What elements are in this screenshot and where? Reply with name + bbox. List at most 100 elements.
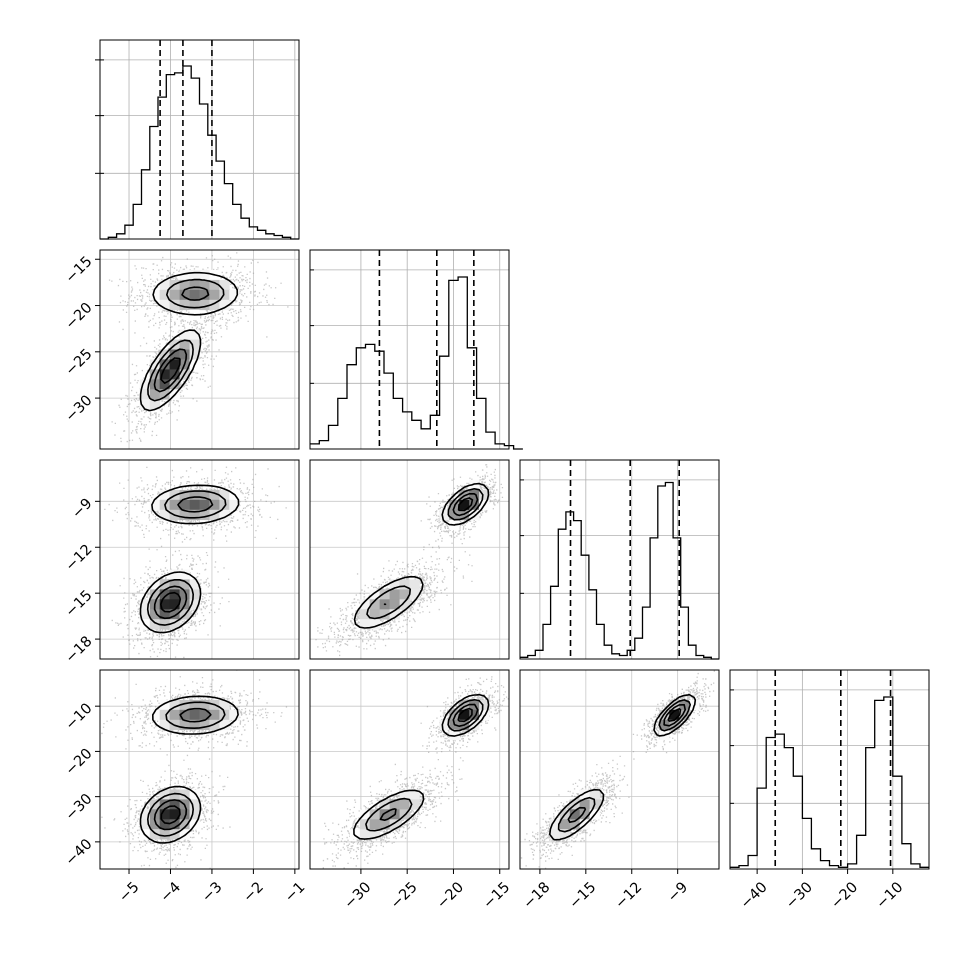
histogram-step-0	[100, 65, 299, 240]
density-cell	[169, 609, 180, 620]
density-cell	[179, 329, 190, 340]
density-cell	[359, 819, 371, 830]
y-tick-label: −20	[63, 746, 96, 779]
density-cell	[199, 509, 210, 521]
histogram-step-3	[730, 696, 929, 868]
density-cell	[219, 299, 230, 311]
density-cell	[149, 499, 161, 511]
density-cell	[219, 279, 230, 291]
density-cell	[219, 699, 230, 711]
density-cell	[159, 489, 170, 501]
y-tick-label: −40	[63, 836, 96, 869]
density-cell	[159, 799, 170, 810]
density-cell	[389, 589, 400, 600]
contour-line	[147, 278, 225, 402]
density-cell	[389, 599, 400, 610]
density-cell	[179, 809, 190, 820]
density-cell	[549, 819, 561, 830]
density-cell	[209, 499, 220, 511]
density-cell	[189, 589, 200, 600]
histogram-panel-3	[729, 669, 930, 870]
histogram-panel-0	[99, 39, 300, 240]
density-cell	[399, 799, 410, 810]
y-tick-label: −20	[63, 300, 96, 333]
density-cell	[229, 499, 240, 511]
density-cell	[479, 489, 490, 501]
density-cell	[389, 609, 400, 620]
density-cell	[199, 289, 210, 301]
density-cell	[189, 509, 200, 521]
density-cell	[159, 699, 170, 711]
scatter-points	[104, 466, 287, 659]
contour-line	[548, 693, 697, 841]
density-cell	[169, 349, 180, 360]
density-cell	[159, 359, 170, 370]
contour-line	[153, 496, 214, 620]
density-cell	[179, 509, 190, 521]
contour-line	[366, 488, 484, 620]
density-cell	[189, 499, 200, 511]
x-tick-label: −10	[873, 879, 906, 912]
scatter-frame	[99, 249, 300, 450]
scatter-panel-0-2	[99, 459, 300, 660]
density-cell	[159, 809, 170, 820]
y-tick-label: −25	[63, 346, 96, 379]
contour-line	[153, 707, 212, 831]
contour-line	[457, 497, 474, 512]
density-cell	[469, 719, 480, 731]
density-cell	[359, 609, 371, 620]
density-cell	[179, 339, 190, 350]
density-cell	[159, 279, 170, 291]
scatter-points	[101, 670, 288, 869]
density-cell	[189, 299, 200, 311]
density-cell	[179, 589, 190, 600]
density-cell	[589, 789, 600, 800]
histogram-frame	[519, 459, 720, 660]
contour-line	[160, 591, 182, 613]
density-cell	[189, 799, 200, 810]
scatter-panel-0-1	[99, 249, 300, 450]
density-cell	[379, 819, 390, 830]
density-cell	[399, 789, 410, 800]
density-cell	[169, 699, 180, 711]
density-cell	[159, 789, 170, 800]
contour-line	[457, 707, 473, 723]
density-cell	[189, 809, 200, 820]
density-cell	[179, 719, 190, 731]
density-cell	[579, 799, 590, 810]
density-cell	[159, 289, 170, 301]
x-tick-label: −15	[566, 879, 599, 912]
contour-line	[557, 699, 691, 833]
density-cell	[559, 819, 571, 830]
density-cell	[169, 299, 180, 311]
density-cell	[179, 699, 190, 711]
density-cell	[159, 579, 170, 590]
density-cell	[149, 389, 161, 400]
density-cell	[149, 579, 161, 590]
density-cell	[359, 599, 371, 610]
density-cell	[159, 829, 170, 840]
density-cell	[159, 609, 170, 620]
density-cell	[479, 699, 490, 711]
x-tick-label: −40	[738, 879, 771, 912]
density-cell	[199, 489, 210, 501]
density-cell	[189, 579, 200, 590]
contour-line	[379, 703, 479, 821]
contour-line	[153, 286, 210, 393]
x-tick-label: −25	[388, 879, 421, 912]
density-cell	[139, 399, 151, 410]
density-cell	[139, 599, 151, 610]
density-cell	[369, 609, 380, 620]
density-cell	[179, 269, 190, 281]
density-cell	[169, 379, 180, 390]
density-cell	[199, 299, 210, 311]
contour-line	[567, 704, 686, 823]
y-tick-label: −18	[63, 633, 96, 666]
scatter-frame	[519, 669, 720, 870]
y-tick-label: −30	[63, 392, 96, 425]
density-cell	[169, 569, 180, 580]
histogram-frame	[309, 249, 510, 450]
histogram-panel-2	[519, 459, 720, 660]
density-cell	[209, 279, 220, 291]
